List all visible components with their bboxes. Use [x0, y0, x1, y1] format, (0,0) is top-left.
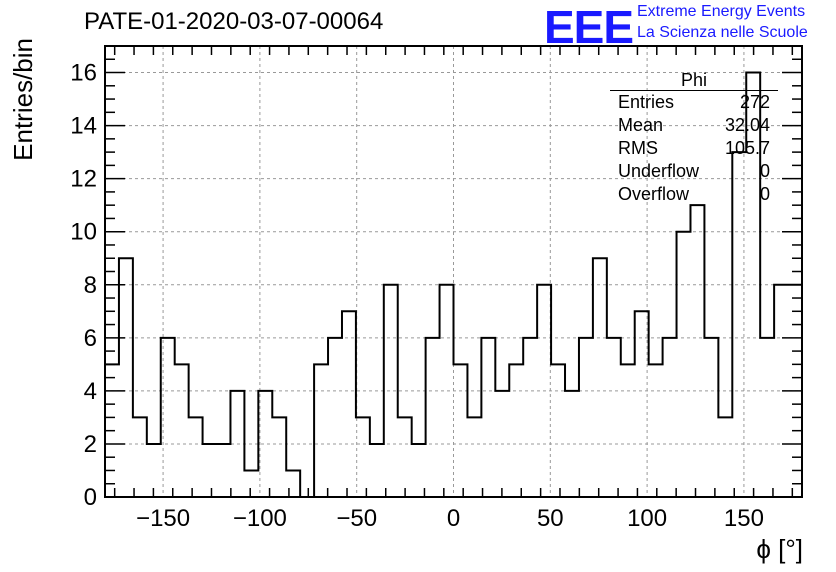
- x-tick-label: 150: [724, 505, 764, 532]
- stats-row: RMS 105.7: [610, 137, 778, 160]
- logo-caption-line1: Extreme Energy Events: [637, 3, 806, 20]
- y-tick-label: 0: [84, 484, 97, 511]
- stats-value: 272: [739, 92, 770, 112]
- stats-box-title: Phi: [610, 70, 778, 91]
- y-tick-label: 10: [70, 219, 97, 246]
- stats-row: Mean 32.04: [610, 114, 778, 137]
- y-tick-label: 14: [70, 113, 97, 140]
- x-tick-label: 100: [627, 505, 667, 532]
- y-tick-label: 12: [70, 166, 97, 193]
- y-tick-labels: 0 2 4 6 8 10 12 14 16: [70, 60, 97, 511]
- stats-key: RMS: [618, 138, 658, 158]
- stats-value: 105.7: [724, 138, 770, 158]
- x-axis-label: ϕ [°]: [756, 534, 803, 564]
- stats-row: Overflow 0: [610, 183, 778, 206]
- x-tick-label: −50: [336, 505, 377, 532]
- logo-caption-line2: La Scienza nelle Scuole: [637, 24, 808, 41]
- y-tick-label: 2: [84, 431, 97, 458]
- x-tick-label: −150: [136, 505, 190, 532]
- y-axis-label: Entries/bin: [8, 38, 38, 161]
- x-tick-label: 0: [447, 505, 460, 532]
- y-tick-label: 6: [84, 325, 97, 352]
- x-tick-label: 50: [537, 505, 564, 532]
- stats-key: Overflow: [618, 184, 690, 204]
- stats-key: Underflow: [618, 161, 700, 181]
- stats-row: Entries 272: [610, 91, 778, 114]
- stats-key: Mean: [618, 115, 664, 135]
- histogram-series-line: [105, 71, 802, 498]
- stats-value: 32.04: [724, 115, 770, 135]
- stats-box: Phi Entries 272 Mean 32.04 RMS 105.7 Underf…: [610, 70, 778, 206]
- x-tick-label: −100: [233, 505, 287, 532]
- eee-logo: EEE: [544, 1, 634, 53]
- y-tick-label: 16: [70, 60, 97, 87]
- chart-title: PATE-01-2020-03-07-00064: [84, 8, 384, 35]
- stats-row: Underflow 0: [610, 160, 778, 183]
- x-tick-labels: −150 −100 −50 0 50 100 150: [136, 505, 764, 532]
- y-tick-label: 4: [84, 378, 97, 405]
- stats-value: 0: [759, 161, 770, 181]
- y-tick-label: 8: [84, 272, 97, 299]
- stats-value: 0: [759, 184, 770, 204]
- stats-key: Entries: [618, 92, 675, 112]
- axis-ticks: [105, 45, 802, 498]
